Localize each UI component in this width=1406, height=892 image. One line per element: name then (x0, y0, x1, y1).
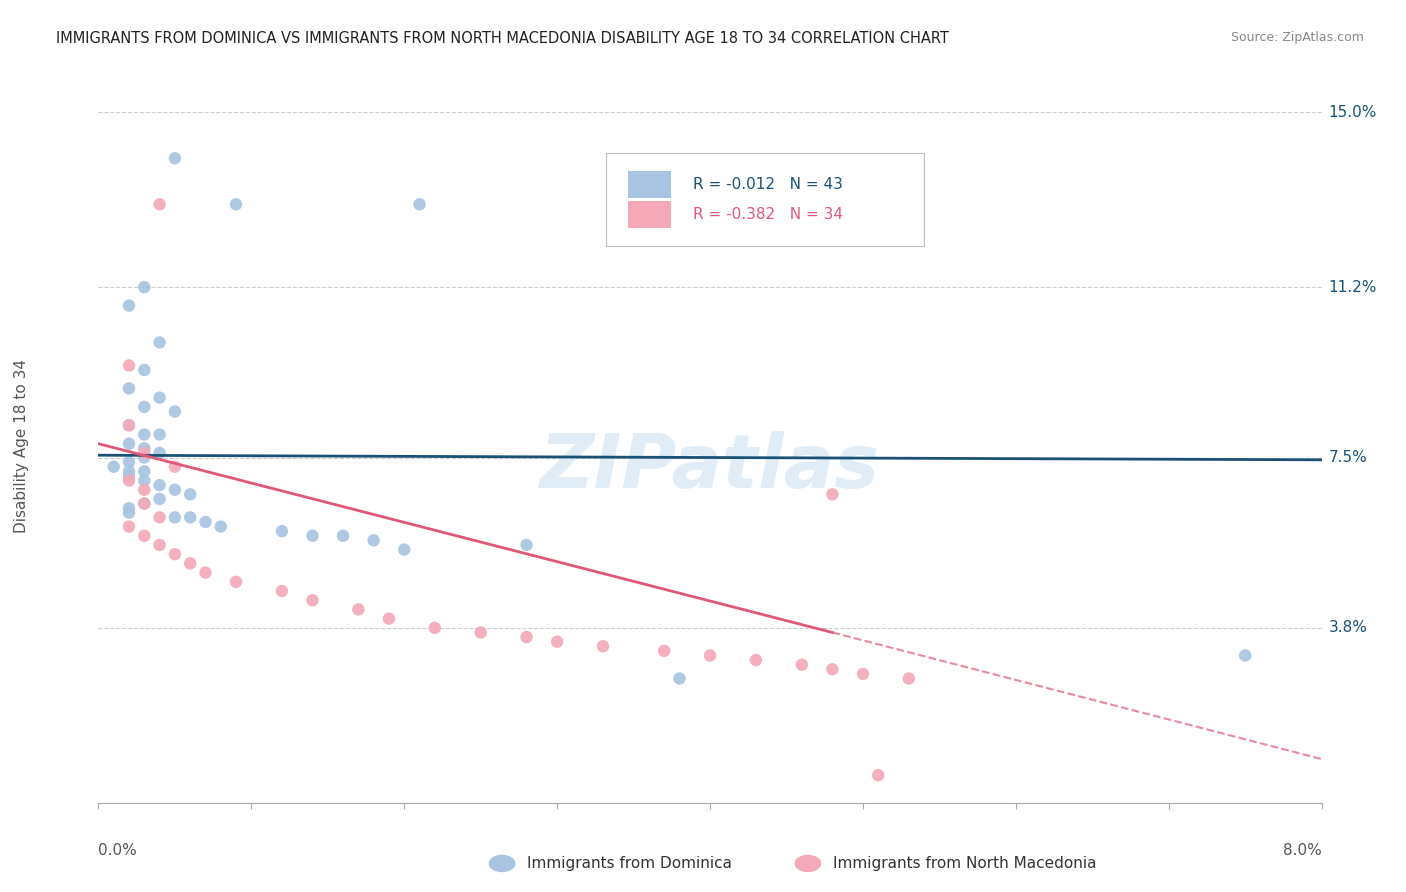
FancyBboxPatch shape (628, 171, 671, 198)
Text: ZIPatlas: ZIPatlas (540, 431, 880, 504)
Point (745, 653, 768, 667)
Point (301, 529, 323, 543)
Point (118, 455, 141, 469)
Point (470, 625, 492, 640)
Point (163, 483, 186, 497)
Text: Immigrants from Dominica: Immigrants from Dominica (527, 856, 733, 871)
Point (118, 418, 141, 433)
Point (516, 630, 538, 644)
Point (668, 672, 690, 686)
Point (118, 464, 141, 478)
Text: 0.0%: 0.0% (98, 843, 138, 858)
Point (790, 657, 813, 672)
Point (134, 446, 156, 460)
Text: R = -0.012   N = 43: R = -0.012 N = 43 (693, 178, 842, 193)
FancyBboxPatch shape (606, 153, 924, 246)
Point (149, 427, 172, 442)
Point (118, 436, 141, 450)
Point (179, 510, 201, 524)
Text: Source: ZipAtlas.com: Source: ZipAtlas.com (1230, 31, 1364, 45)
Point (652, 644, 675, 658)
Point (225, 197, 247, 211)
Point (118, 501, 141, 516)
Point (149, 510, 172, 524)
Point (134, 464, 156, 478)
Point (868, 768, 890, 782)
Text: 8.0%: 8.0% (1282, 843, 1322, 858)
Point (163, 547, 186, 561)
Point (347, 602, 370, 616)
Point (134, 497, 156, 511)
Text: 3.8%: 3.8% (1329, 620, 1368, 635)
Point (225, 574, 247, 589)
Point (134, 497, 156, 511)
Point (270, 584, 294, 599)
Point (118, 506, 141, 520)
Point (134, 280, 156, 294)
Point (134, 400, 156, 414)
Point (163, 459, 186, 474)
Point (118, 519, 141, 533)
Text: 11.2%: 11.2% (1329, 280, 1376, 294)
Point (194, 515, 217, 529)
Point (852, 666, 875, 681)
Point (149, 491, 172, 506)
Point (134, 442, 156, 456)
Point (179, 487, 201, 501)
Point (118, 381, 141, 395)
Point (149, 391, 172, 405)
Point (149, 335, 172, 350)
FancyBboxPatch shape (628, 202, 671, 228)
Point (592, 640, 614, 654)
Point (118, 299, 141, 313)
Point (179, 557, 201, 571)
Point (118, 474, 141, 488)
Point (546, 634, 568, 648)
Text: Disability Age 18 to 34: Disability Age 18 to 34 (14, 359, 28, 533)
Point (149, 478, 172, 492)
Text: Immigrants from North Macedonia: Immigrants from North Macedonia (834, 856, 1097, 871)
Point (118, 359, 141, 373)
Point (163, 151, 186, 165)
Point (821, 487, 844, 501)
Point (516, 538, 538, 552)
Text: R = -0.382   N = 34: R = -0.382 N = 34 (693, 207, 844, 222)
Point (392, 542, 416, 557)
Point (699, 648, 721, 663)
Point (363, 533, 385, 548)
Text: IMMIGRANTS FROM DOMINICA VS IMMIGRANTS FROM NORTH MACEDONIA DISABILITY AGE 18 TO: IMMIGRANTS FROM DOMINICA VS IMMIGRANTS F… (56, 31, 949, 46)
Point (209, 519, 232, 533)
Point (194, 566, 217, 580)
Point (332, 529, 354, 543)
Text: 7.5%: 7.5% (1329, 450, 1368, 465)
Point (163, 510, 186, 524)
Point (103, 459, 125, 474)
Point (118, 469, 141, 483)
Point (134, 474, 156, 488)
Point (149, 446, 172, 460)
Point (118, 418, 141, 433)
Point (301, 593, 323, 607)
Point (134, 529, 156, 543)
Point (270, 524, 294, 538)
Point (163, 404, 186, 418)
Point (134, 427, 156, 442)
Point (423, 621, 446, 635)
Point (149, 538, 172, 552)
Point (408, 197, 430, 211)
Point (378, 612, 401, 626)
Text: 15.0%: 15.0% (1329, 104, 1376, 120)
Point (134, 483, 156, 497)
Point (897, 672, 920, 686)
Point (134, 363, 156, 377)
Point (821, 662, 844, 676)
Point (134, 450, 156, 465)
Point (1234, 648, 1257, 663)
Point (149, 197, 172, 211)
